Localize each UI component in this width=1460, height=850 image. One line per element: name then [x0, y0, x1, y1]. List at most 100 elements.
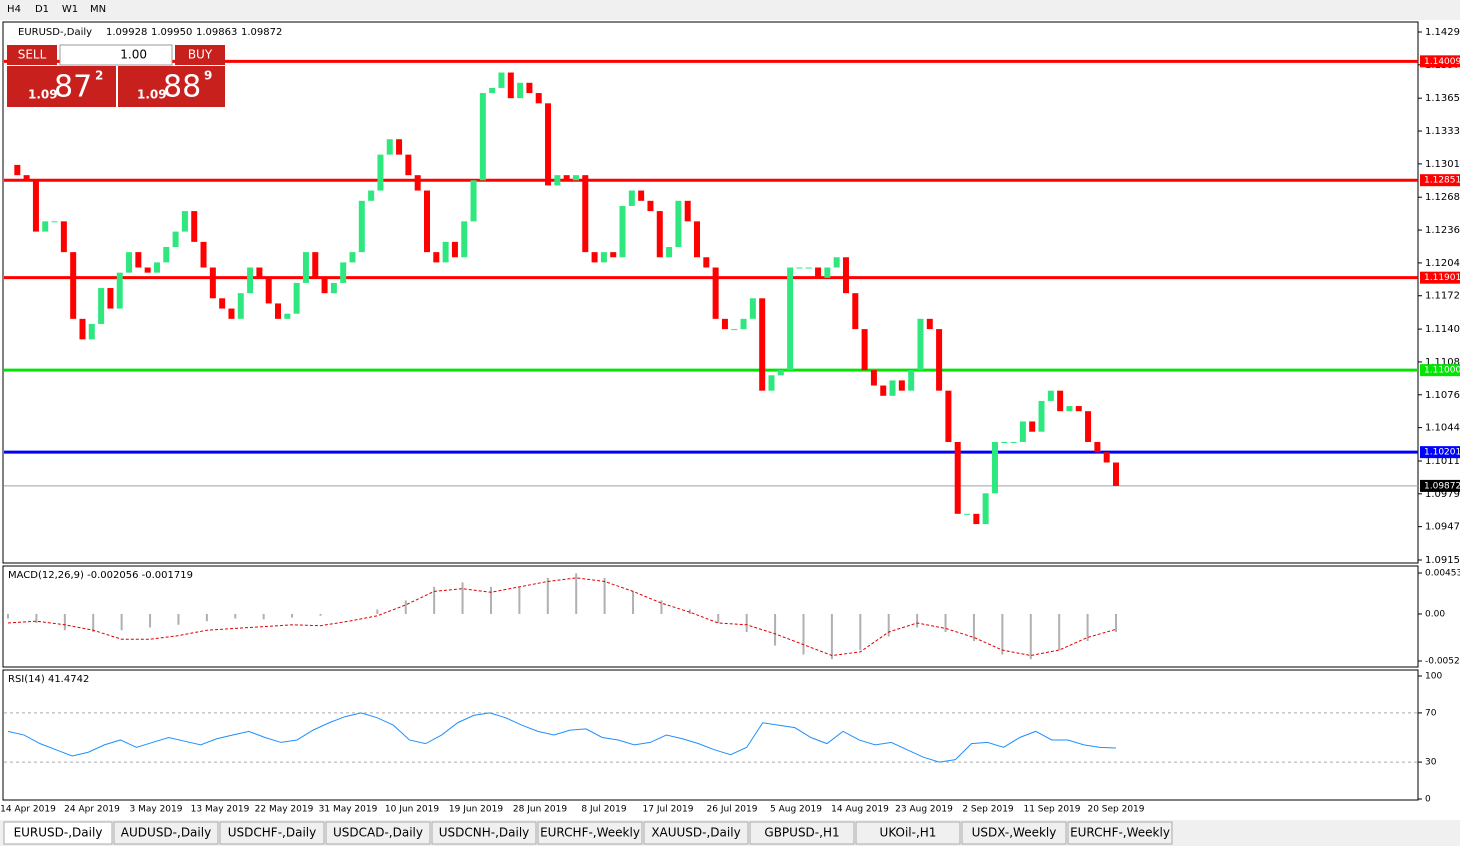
candle-body [14, 164, 21, 176]
candle-body [386, 139, 393, 155]
candle-body [591, 252, 598, 263]
candle-body [470, 180, 477, 222]
candle-body [954, 441, 961, 514]
y-tick-label: 0 [1425, 795, 1431, 805]
buy-price-box[interactable] [118, 66, 225, 107]
candle-body [461, 221, 468, 258]
candle-body [964, 513, 971, 515]
candle-body [1029, 421, 1036, 432]
x-tick-label: 20 Sep 2019 [1087, 805, 1144, 815]
buy-label: BUY [188, 48, 213, 62]
x-tick-label: 5 Aug 2019 [770, 805, 822, 815]
timeframe-button[interactable]: MN [90, 4, 106, 15]
candle-body [312, 252, 319, 278]
x-tick-label: 26 Jul 2019 [707, 805, 758, 815]
chart-tab[interactable] [1067, 821, 1173, 845]
chart-tab[interactable] [113, 821, 219, 845]
buy-frac: 9 [204, 69, 212, 83]
y-tick-label: 1.10115 [1425, 456, 1460, 467]
candle-body [777, 370, 784, 376]
level-label: 1.12851 [1424, 176, 1460, 186]
chart-tab-label[interactable]: AUDUSD-,Daily [121, 826, 211, 840]
candle-body [237, 293, 244, 319]
chart-tab-label[interactable]: USDCNH-,Daily [439, 826, 530, 840]
candle-body [451, 241, 458, 258]
y-tick-label: 1.11080 [1425, 357, 1460, 368]
candle-body [973, 513, 980, 525]
chart-tab[interactable] [3, 821, 113, 845]
buy-btn[interactable] [175, 45, 225, 65]
candle-body [926, 318, 933, 330]
chart-tab-label[interactable]: USDCHF-,Daily [228, 826, 316, 840]
timeframe-button[interactable]: H4 [7, 4, 21, 15]
y-tick-label: 0.00 [1425, 609, 1445, 619]
candle-body [787, 267, 794, 371]
candle-body [842, 257, 849, 294]
candle-body [1066, 406, 1073, 412]
y-tick-label: 70 [1425, 708, 1437, 718]
candle-body [721, 318, 728, 330]
chart-tab-label[interactable]: USDCAD-,Daily [333, 826, 423, 840]
candle-body [712, 267, 719, 319]
level-tag [1420, 479, 1460, 492]
candle-body [805, 267, 812, 269]
chart-tab-label[interactable]: EURCHF-,Weekly [540, 826, 640, 840]
y-tick-label: 1.12685 [1425, 192, 1460, 203]
candle-body [479, 93, 486, 181]
x-tick-label: 11 Sep 2019 [1023, 805, 1080, 815]
candle-body [647, 200, 654, 212]
chart-tab[interactable] [643, 821, 749, 845]
buy-big: 1.09 [137, 88, 167, 102]
candle-body [275, 303, 282, 319]
candle-body [181, 211, 188, 232]
candle-body [815, 267, 822, 278]
candle-body [321, 277, 328, 294]
candle-body [116, 272, 123, 309]
candle-body [1047, 390, 1054, 401]
candle-body [563, 175, 570, 181]
chart-tab[interactable] [431, 821, 537, 845]
chart-tab-label[interactable]: USDX-,Weekly [972, 826, 1057, 840]
candle-body [247, 267, 254, 294]
timeframe-button[interactable]: W1 [62, 4, 78, 15]
y-tick-label: 30 [1425, 758, 1437, 768]
sell-price-box[interactable] [7, 66, 116, 107]
candle-body [284, 313, 291, 319]
lot-box[interactable] [59, 44, 173, 66]
candle-body [545, 103, 552, 186]
candle-body [507, 72, 514, 99]
candle-body [889, 380, 896, 396]
timeframe-button[interactable]: D1 [35, 4, 49, 15]
candle-body [684, 200, 691, 222]
candle-body [489, 87, 496, 94]
candle-body [628, 190, 635, 206]
candle-body [1038, 400, 1045, 432]
ohlc-value: 1.09872 [241, 27, 282, 38]
chart-tab-label[interactable]: EURUSD-,Daily [14, 826, 103, 840]
x-tick-label: 17 Jul 2019 [643, 805, 694, 815]
chart-tab-label[interactable]: UKOil-,H1 [880, 826, 937, 840]
chart-tab-label[interactable]: GBPUSD-,H1 [764, 826, 839, 840]
candle-body [619, 205, 626, 258]
candle-body [526, 82, 533, 94]
candle-body [144, 267, 151, 273]
chart-tab-label[interactable]: XAUUSD-,Daily [651, 826, 740, 840]
chart-tab[interactable] [537, 821, 643, 845]
chart-tab[interactable] [855, 821, 961, 845]
candle-body [768, 375, 775, 391]
level-label: 1.10201 [1424, 448, 1460, 458]
chart-tab[interactable] [325, 821, 431, 845]
level-tag [1420, 55, 1460, 68]
chart-tab-label[interactable]: EURCHF-,Weekly [1070, 826, 1170, 840]
candle-body [740, 318, 747, 330]
y-tick-label: 1.09475 [1425, 522, 1460, 533]
y-tick-label: 1.12365 [1425, 225, 1460, 236]
candle-body [126, 252, 133, 273]
candle-body [703, 257, 710, 268]
chart-tab[interactable] [961, 821, 1067, 845]
sell-btn[interactable] [7, 45, 57, 65]
chart-tab[interactable] [219, 821, 325, 845]
candle-body [535, 93, 542, 104]
chart-tab[interactable] [749, 821, 855, 845]
candle-body [796, 267, 803, 269]
